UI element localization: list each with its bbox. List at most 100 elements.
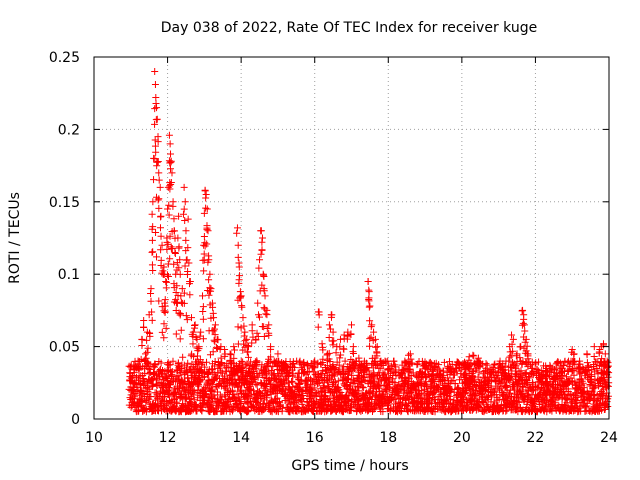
data-point: [516, 343, 524, 351]
data-point: [575, 383, 583, 391]
data-point: [375, 384, 383, 392]
data-point: [590, 343, 598, 351]
data-point: [395, 391, 403, 399]
data-point: [333, 358, 341, 366]
data-point: [177, 292, 185, 300]
data-point: [202, 194, 210, 202]
data-point: [332, 349, 340, 357]
data-point: [260, 287, 268, 295]
data-point: [309, 363, 317, 371]
data-point: [440, 358, 448, 366]
data-point: [372, 343, 380, 351]
data-point: [365, 303, 373, 311]
data-point: [193, 335, 201, 343]
y-tick-label: 0.15: [49, 195, 80, 211]
data-point: [542, 372, 550, 380]
data-point: [564, 377, 572, 385]
data-point: [311, 357, 319, 365]
data-point: [182, 312, 190, 320]
data-point: [177, 326, 185, 334]
data-point: [226, 356, 234, 364]
data-point: [343, 333, 351, 341]
data-point: [211, 331, 219, 339]
data-point: [522, 335, 530, 343]
data-point: [275, 376, 283, 384]
data-point: [140, 317, 148, 325]
data-point: [282, 364, 290, 372]
data-point: [595, 349, 603, 357]
data-point: [157, 212, 165, 220]
data-point: [233, 224, 241, 232]
data-point: [384, 379, 392, 387]
data-point: [227, 397, 235, 405]
data-point: [206, 284, 214, 292]
data-point: [479, 374, 487, 382]
data-point: [583, 399, 591, 407]
data-point: [128, 386, 136, 394]
data-point: [175, 264, 183, 272]
data-point: [502, 407, 510, 415]
data-point: [311, 401, 319, 409]
data-point: [179, 210, 187, 218]
data-point: [203, 358, 211, 366]
data-point: [198, 407, 206, 415]
data-point: [390, 357, 398, 365]
data-point: [508, 340, 516, 348]
data-point: [195, 345, 203, 353]
data-point: [242, 376, 250, 384]
data-point: [563, 396, 571, 404]
data-point: [535, 384, 543, 392]
data-point: [152, 229, 160, 237]
data-point: [377, 360, 385, 368]
data-point: [203, 205, 211, 213]
data-point: [325, 383, 333, 391]
data-point: [474, 358, 482, 366]
data-point: [154, 158, 162, 166]
data-point: [548, 397, 556, 405]
data-point: [596, 358, 604, 366]
data-point: [439, 371, 447, 379]
data-point: [148, 308, 156, 316]
data-point: [310, 358, 318, 366]
data-point: [189, 340, 197, 348]
data-point: [502, 373, 510, 381]
data-point: [165, 211, 173, 219]
data-point: [521, 327, 529, 335]
data-point: [573, 397, 581, 405]
data-point: [328, 337, 336, 345]
data-point: [310, 384, 318, 392]
data-point: [492, 391, 500, 399]
data-point: [450, 396, 458, 404]
data-point: [183, 316, 191, 324]
data-point: [141, 357, 149, 365]
data-point: [319, 355, 327, 363]
data-point: [260, 271, 268, 279]
data-point: [231, 346, 239, 354]
data-point: [509, 335, 517, 343]
data-point: [234, 383, 242, 391]
data-point: [253, 329, 261, 337]
data-point: [250, 402, 258, 410]
data-point: [307, 380, 315, 388]
data-point: [199, 315, 207, 323]
data-point: [236, 272, 244, 280]
data-point: [240, 340, 248, 348]
data-point: [241, 337, 249, 345]
data-point: [155, 176, 163, 184]
data-point: [180, 299, 188, 307]
data-point: [516, 354, 524, 362]
data-point: [372, 362, 380, 370]
data-point: [186, 400, 194, 408]
data-point: [423, 381, 431, 389]
x-tick-label: 10: [85, 430, 103, 446]
data-point: [201, 363, 209, 371]
data-point: [138, 398, 146, 406]
data-point: [384, 366, 392, 374]
data-point: [184, 215, 192, 223]
data-point: [221, 345, 229, 353]
data-point: [520, 321, 528, 329]
data-point: [172, 288, 180, 296]
data-point: [550, 369, 558, 377]
data-point: [155, 297, 163, 305]
data-point: [341, 357, 349, 365]
